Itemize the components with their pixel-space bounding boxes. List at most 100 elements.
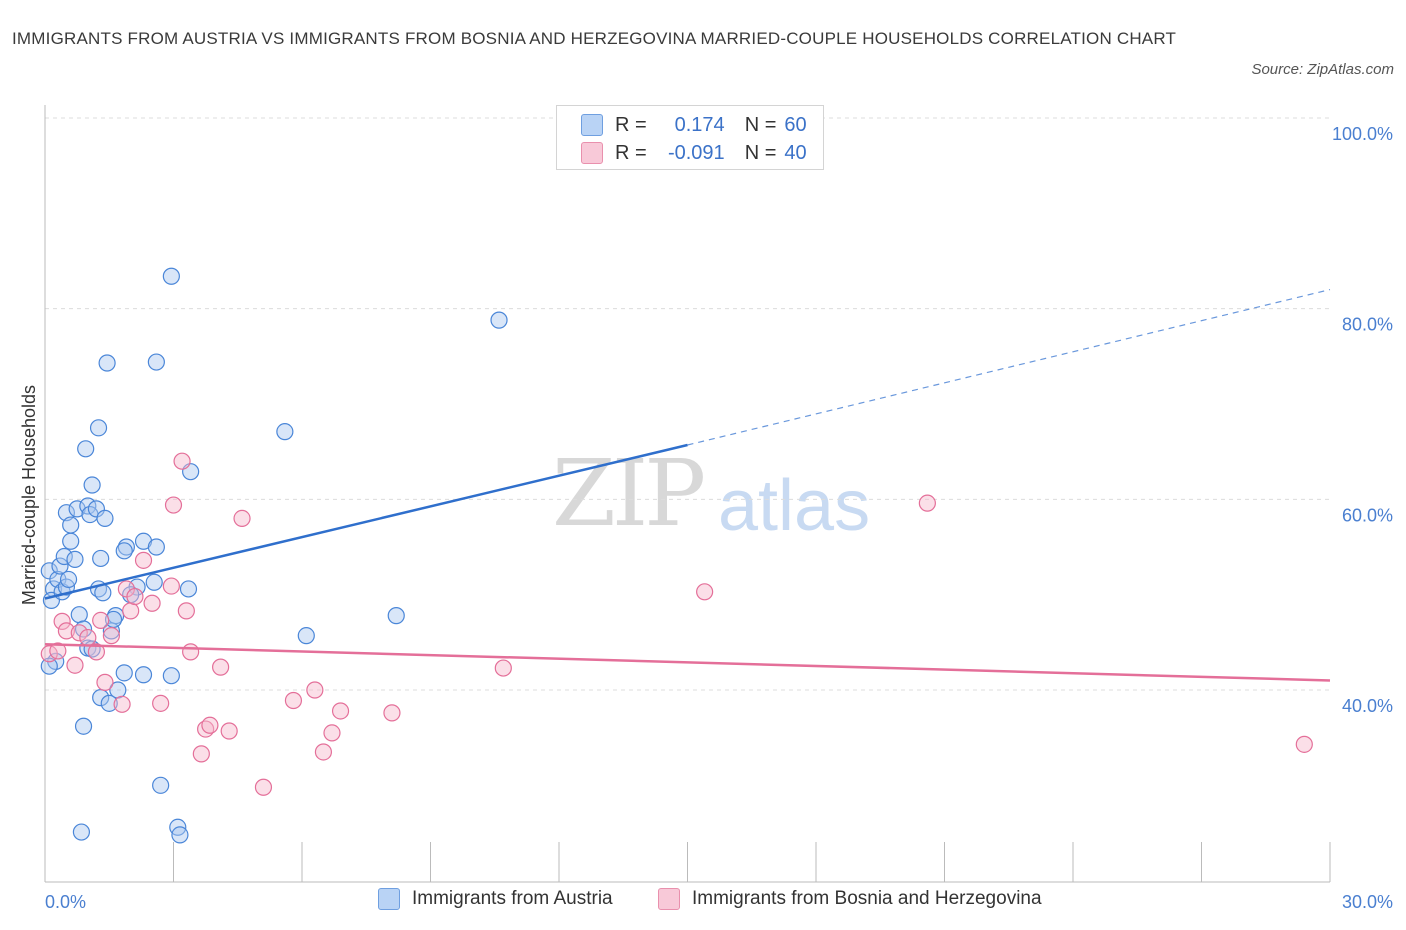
austria-point (100, 694, 118, 712)
y-tick-label: 60.0% (1342, 505, 1393, 525)
legend-r-label: R = (615, 113, 647, 136)
bosnia-point (96, 673, 114, 691)
bosnia-point (113, 695, 131, 713)
bosnia-point (192, 745, 210, 763)
austria-point (297, 627, 315, 645)
legend-n-label: N = (744, 113, 777, 136)
austria-point (59, 570, 78, 589)
bosnia-point (70, 624, 88, 642)
bottom-legend-swatch-austria (378, 888, 400, 910)
austria-point (98, 354, 116, 372)
austria-point (62, 532, 80, 550)
austria-point (70, 606, 88, 624)
austria-point (115, 664, 133, 682)
austria-point (66, 550, 84, 568)
y-tick-label: 80.0% (1342, 315, 1393, 335)
bosnia-point (92, 611, 110, 630)
bottom-legend-label-bosnia: Immigrants from Bosnia and Herzegovina (692, 888, 1042, 909)
bosnia-point (164, 496, 183, 514)
austria-point (162, 267, 180, 285)
legend-r-value: -0.091 (667, 141, 725, 164)
legend-swatch-austria (581, 114, 603, 136)
bosnia-point (314, 743, 333, 761)
bottom-legend-swatch-bosnia (658, 888, 680, 910)
bosnia-point (152, 694, 170, 712)
austria-point (72, 823, 91, 841)
bottom-legend-label-austria: Immigrants from Austria (412, 888, 613, 909)
bosnia-point (1295, 735, 1313, 753)
bosnia-point (284, 691, 303, 710)
bosnia-point (53, 612, 71, 630)
austria-trend-extension (687, 289, 1331, 446)
bosnia-point (918, 494, 936, 512)
bosnia-point (220, 722, 238, 740)
austria-point (115, 542, 133, 560)
legend-n-value: 40 (784, 141, 807, 164)
bosnia-point (57, 622, 76, 640)
bosnia-point (162, 577, 180, 595)
x-tick-label: 0.0% (45, 892, 86, 912)
bosnia-trend-line (44, 642, 1331, 682)
austria-point (40, 657, 58, 675)
legend-row-bosnia: R = -0.091 N = 40 (581, 139, 807, 167)
bottom-legend-austria: Immigrants from Austria (378, 888, 613, 910)
bosnia-point (254, 778, 273, 796)
austria-point (77, 440, 95, 458)
bosnia-point (49, 642, 67, 660)
austria-point (134, 666, 153, 684)
austria-point (490, 311, 508, 329)
y-tick-label: 40.0% (1342, 696, 1393, 716)
austria-point (87, 500, 106, 518)
austria-point (179, 580, 198, 598)
austria-point (74, 717, 93, 735)
x-tick-label: 30.0% (1342, 892, 1393, 912)
bosnia-point (102, 627, 120, 645)
austria-point (145, 573, 163, 591)
legend-r-value: 0.174 (674, 113, 725, 136)
austria-point (276, 423, 294, 441)
bosnia-point (494, 659, 512, 677)
austria-point (147, 353, 165, 371)
austria-point (62, 516, 80, 534)
bosnia-point (79, 628, 97, 647)
austria-point (171, 826, 189, 844)
austria-point (147, 538, 165, 556)
bosnia-point (696, 583, 714, 601)
austria-trend-line (44, 443, 688, 600)
austria-point (55, 547, 73, 566)
bosnia-point (177, 602, 195, 620)
bosnia-point (323, 724, 341, 742)
austria-point (83, 476, 101, 494)
bottom-legend-bosnia: Immigrants from Bosnia and Herzegovina (658, 888, 1042, 910)
legend-n-value: 60 (784, 113, 807, 136)
bosnia-point (134, 551, 153, 569)
bosnia-point (182, 643, 200, 661)
austria-point (152, 776, 170, 794)
legend-n-label: N = (744, 141, 777, 164)
legend-row-austria: R = 0.174 N = 60 (581, 111, 807, 139)
bosnia-point (212, 658, 230, 676)
bosnia-point (87, 643, 106, 661)
y-tick-label: 100.0% (1332, 124, 1393, 144)
watermark-atlas: atlas (718, 466, 871, 546)
austria-point (92, 549, 110, 568)
bosnia-point (201, 716, 219, 734)
bosnia-point (66, 656, 84, 674)
austria-point (51, 557, 69, 575)
austria-point (387, 607, 405, 625)
bosnia-point (143, 594, 161, 612)
chart-source: Source: ZipAtlas.com (1251, 61, 1394, 78)
bosnia-point (126, 587, 144, 606)
bosnia-point (173, 452, 191, 470)
bosnia-point (331, 702, 350, 720)
austria-point (89, 419, 108, 437)
bosnia-point (306, 681, 324, 699)
austria-point (96, 509, 114, 528)
legend-r-label: R = (615, 141, 647, 164)
bosnia-point (383, 704, 401, 722)
y-axis-title: Married-couple Households (19, 385, 39, 605)
bosnia-point (122, 602, 140, 620)
austria-point (162, 667, 180, 685)
chart-title: IMMIGRANTS FROM AUSTRIA VS IMMIGRANTS FR… (12, 29, 1177, 48)
